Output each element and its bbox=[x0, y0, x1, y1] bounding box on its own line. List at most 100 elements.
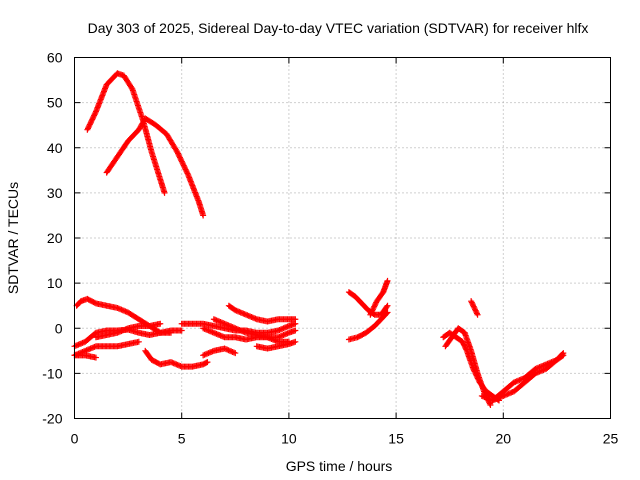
track-marker bbox=[177, 327, 184, 334]
track-marker bbox=[384, 279, 391, 286]
track-marker bbox=[91, 111, 98, 118]
y-tick-label: 60 bbox=[47, 50, 63, 66]
track-marker bbox=[371, 303, 378, 310]
track-marker bbox=[473, 310, 480, 317]
track-marker bbox=[176, 154, 183, 161]
y-tick-label: -10 bbox=[42, 365, 62, 381]
track-marker bbox=[457, 337, 464, 344]
series-band-6 bbox=[142, 347, 211, 370]
track-marker bbox=[376, 318, 383, 325]
track-marker bbox=[161, 188, 168, 195]
track-marker bbox=[90, 299, 97, 306]
track-marker bbox=[177, 155, 184, 162]
track-marker bbox=[178, 157, 185, 164]
series-mid-2 bbox=[345, 309, 391, 343]
track-marker bbox=[498, 393, 505, 400]
track-marker bbox=[113, 304, 120, 311]
track-marker bbox=[123, 325, 130, 332]
track-marker bbox=[203, 359, 210, 366]
track-marker bbox=[371, 302, 378, 309]
track-marker bbox=[209, 329, 216, 336]
track-marker bbox=[199, 211, 206, 218]
series-band-11 bbox=[253, 338, 299, 352]
track-marker bbox=[370, 304, 377, 311]
y-tick-label: 0 bbox=[55, 320, 63, 336]
y-axis-label: SDTVAR / TECUs bbox=[5, 182, 21, 294]
x-tick-label: 5 bbox=[178, 431, 186, 447]
track-marker bbox=[175, 150, 182, 157]
track-marker bbox=[178, 158, 185, 165]
track-marker bbox=[508, 381, 515, 388]
track-marker bbox=[263, 333, 270, 340]
y-tick-label: -20 bbox=[42, 411, 62, 427]
series-band-3 bbox=[71, 338, 142, 359]
track-marker bbox=[230, 349, 237, 356]
track-marker bbox=[150, 120, 157, 127]
plot-frame bbox=[74, 57, 611, 419]
x-tick-label: 10 bbox=[281, 431, 297, 447]
track-marker bbox=[383, 303, 390, 310]
track-marker bbox=[173, 147, 180, 154]
x-tick-label: 0 bbox=[71, 431, 79, 447]
track-marker bbox=[369, 324, 376, 331]
series-late-5 bbox=[489, 350, 567, 404]
track-marker bbox=[123, 140, 130, 147]
track-marker bbox=[471, 304, 478, 311]
series-mid-3 bbox=[367, 277, 391, 318]
track-marker bbox=[134, 339, 141, 346]
grid bbox=[74, 57, 611, 419]
track-marker bbox=[134, 329, 141, 336]
track-marker bbox=[284, 330, 291, 337]
track-marker bbox=[252, 315, 259, 322]
series-band-4 bbox=[71, 352, 99, 361]
track-marker bbox=[112, 156, 119, 163]
track-marker bbox=[172, 146, 179, 153]
track-marker bbox=[378, 291, 385, 298]
track-marker bbox=[230, 305, 237, 312]
track-marker bbox=[133, 314, 140, 321]
track-marker bbox=[175, 151, 182, 158]
track-marker bbox=[372, 300, 379, 307]
track-marker bbox=[291, 316, 298, 323]
track-marker bbox=[128, 84, 135, 91]
track-marker bbox=[273, 327, 280, 334]
track-marker bbox=[470, 303, 477, 310]
track-marker bbox=[113, 330, 120, 337]
track-marker bbox=[350, 292, 357, 299]
track-marker bbox=[112, 72, 119, 79]
y-tick-label: 30 bbox=[47, 185, 63, 201]
track-marker bbox=[473, 309, 480, 316]
track-marker bbox=[230, 324, 237, 331]
track-marker bbox=[369, 307, 376, 314]
track-marker bbox=[181, 165, 188, 172]
track-marker bbox=[127, 83, 134, 90]
track-marker bbox=[209, 348, 216, 355]
x-tick-label: 15 bbox=[388, 431, 404, 447]
track-marker bbox=[368, 309, 375, 316]
x-tick-label: 20 bbox=[496, 431, 512, 447]
y-tick-label: 50 bbox=[47, 95, 63, 111]
data-point bbox=[474, 311, 481, 318]
series-late-3 bbox=[468, 298, 481, 318]
track-marker bbox=[161, 129, 168, 136]
y-tick-label: 40 bbox=[47, 140, 63, 156]
track-marker bbox=[519, 381, 526, 388]
track-marker bbox=[284, 338, 291, 345]
track-marker bbox=[530, 372, 537, 379]
track-marker bbox=[241, 329, 248, 336]
chart-title: Day 303 of 2025, Sidereal Day-to-day VTE… bbox=[88, 20, 589, 36]
track-marker bbox=[183, 169, 190, 176]
track-marker bbox=[469, 300, 476, 307]
track-marker bbox=[474, 368, 481, 375]
data-point bbox=[468, 298, 475, 305]
track-marker bbox=[467, 346, 474, 353]
track-marker bbox=[184, 170, 191, 177]
track-marker bbox=[180, 161, 187, 168]
track-marker bbox=[551, 358, 558, 365]
y-tick-label: 10 bbox=[47, 275, 63, 291]
track-marker bbox=[195, 197, 202, 204]
track-marker bbox=[480, 387, 487, 394]
y-tick-label: 20 bbox=[47, 230, 63, 246]
data-point bbox=[487, 401, 494, 408]
